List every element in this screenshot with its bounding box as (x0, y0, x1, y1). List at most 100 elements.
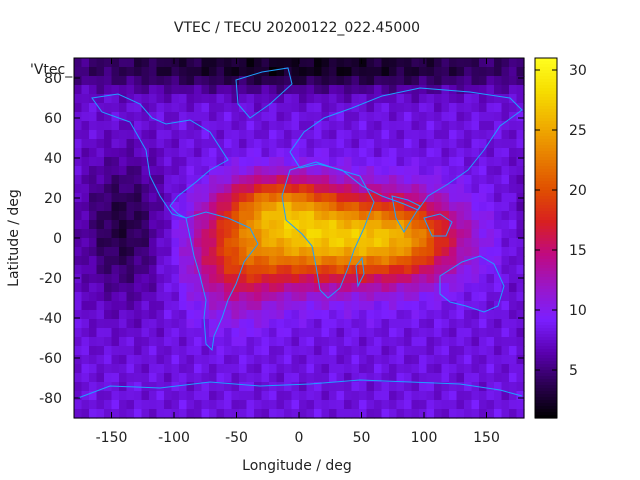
heatmap-cell (74, 346, 83, 356)
heatmap-cell (389, 103, 398, 113)
heatmap-cell (411, 220, 420, 230)
heatmap-cell (284, 382, 293, 392)
heatmap-cell (314, 112, 323, 122)
heatmap-cell (276, 247, 285, 257)
heatmap-cell (74, 364, 83, 374)
heatmap-cell (186, 382, 195, 392)
heatmap-cell (89, 373, 98, 383)
heatmap-cell (239, 319, 248, 329)
heatmap-cell (171, 184, 180, 194)
heatmap-cell (509, 256, 518, 266)
heatmap-cell (74, 139, 83, 149)
heatmap-cell (486, 67, 495, 77)
heatmap-cell (479, 112, 488, 122)
heatmap-cell (179, 112, 188, 122)
heatmap-cell (329, 400, 338, 410)
heatmap-cell (239, 157, 248, 167)
heatmap-cell (261, 310, 270, 320)
heatmap-cell (329, 364, 338, 374)
heatmap-cell (119, 229, 128, 239)
heatmap-cell (516, 238, 525, 248)
heatmap-cell (186, 121, 195, 131)
heatmap-cell (156, 139, 165, 149)
heatmap-cell (104, 391, 113, 401)
heatmap-cell (164, 175, 173, 185)
heatmap-cell (96, 265, 105, 275)
heatmap-cell (441, 58, 450, 68)
heatmap-cell (359, 310, 368, 320)
heatmap-cell (171, 130, 180, 140)
heatmap-cell (464, 139, 473, 149)
heatmap-cell (464, 157, 473, 167)
heatmap-cell (336, 310, 345, 320)
heatmap-cell (306, 400, 315, 410)
heatmap-cell (89, 175, 98, 185)
heatmap-cell (426, 283, 435, 293)
heatmap-cell (441, 355, 450, 365)
heatmap-cell (411, 238, 420, 248)
heatmap-cell (494, 310, 503, 320)
heatmap-cell (134, 265, 143, 275)
heatmap-cell (239, 265, 248, 275)
heatmap-cell (486, 229, 495, 239)
heatmap-cell (126, 247, 135, 257)
heatmap-cell (111, 76, 120, 86)
heatmap-cell (336, 337, 345, 347)
heatmap-cell (269, 184, 278, 194)
heatmap-cell (359, 76, 368, 86)
heatmap-cell (479, 229, 488, 239)
heatmap-cell (216, 292, 225, 302)
heatmap-cell (411, 283, 420, 293)
heatmap-cell (201, 121, 210, 131)
heatmap-cell (359, 166, 368, 176)
heatmap-cell (104, 247, 113, 257)
heatmap-cell (186, 364, 195, 374)
heatmap-cell (239, 130, 248, 140)
heatmap-cell (449, 310, 458, 320)
heatmap-cell (269, 283, 278, 293)
heatmap-cell (104, 337, 113, 347)
heatmap-cell (156, 409, 165, 419)
heatmap-cell (321, 193, 330, 203)
heatmap-cell (381, 121, 390, 131)
heatmap-cell (479, 310, 488, 320)
heatmap-cell (194, 184, 203, 194)
heatmap-cell (404, 67, 413, 77)
heatmap-cell (471, 220, 480, 230)
heatmap-cell (411, 184, 420, 194)
colorbar-segment (535, 391, 557, 395)
heatmap-cell (231, 400, 240, 410)
heatmap-cell (224, 409, 233, 419)
heatmap-cell (389, 67, 398, 77)
colorbar-segment (535, 328, 557, 332)
heatmap-cell (186, 103, 195, 113)
heatmap-cell (344, 283, 353, 293)
heatmap-cell (486, 175, 495, 185)
heatmap-cell (96, 301, 105, 311)
heatmap-cell (336, 274, 345, 284)
heatmap-cell (321, 400, 330, 410)
heatmap-cell (74, 256, 83, 266)
heatmap-cell (239, 346, 248, 356)
heatmap-cell (344, 157, 353, 167)
heatmap-cell (449, 121, 458, 131)
heatmap-cell (111, 139, 120, 149)
heatmap-cell (396, 256, 405, 266)
heatmap-cell (456, 400, 465, 410)
heatmap-cell (231, 139, 240, 149)
heatmap-cell (351, 310, 360, 320)
heatmap-cell (449, 373, 458, 383)
heatmap-cell (149, 274, 158, 284)
heatmap-cell (224, 238, 233, 248)
heatmap-cell (149, 283, 158, 293)
heatmap-cell (216, 139, 225, 149)
heatmap-cell (156, 76, 165, 86)
heatmap-cell (516, 58, 525, 68)
heatmap-cell (246, 184, 255, 194)
heatmap-cell (359, 355, 368, 365)
heatmap-cell (471, 265, 480, 275)
heatmap-cell (186, 337, 195, 347)
heatmap-cell (276, 58, 285, 68)
heatmap-cell (89, 112, 98, 122)
heatmap-cell (314, 328, 323, 338)
